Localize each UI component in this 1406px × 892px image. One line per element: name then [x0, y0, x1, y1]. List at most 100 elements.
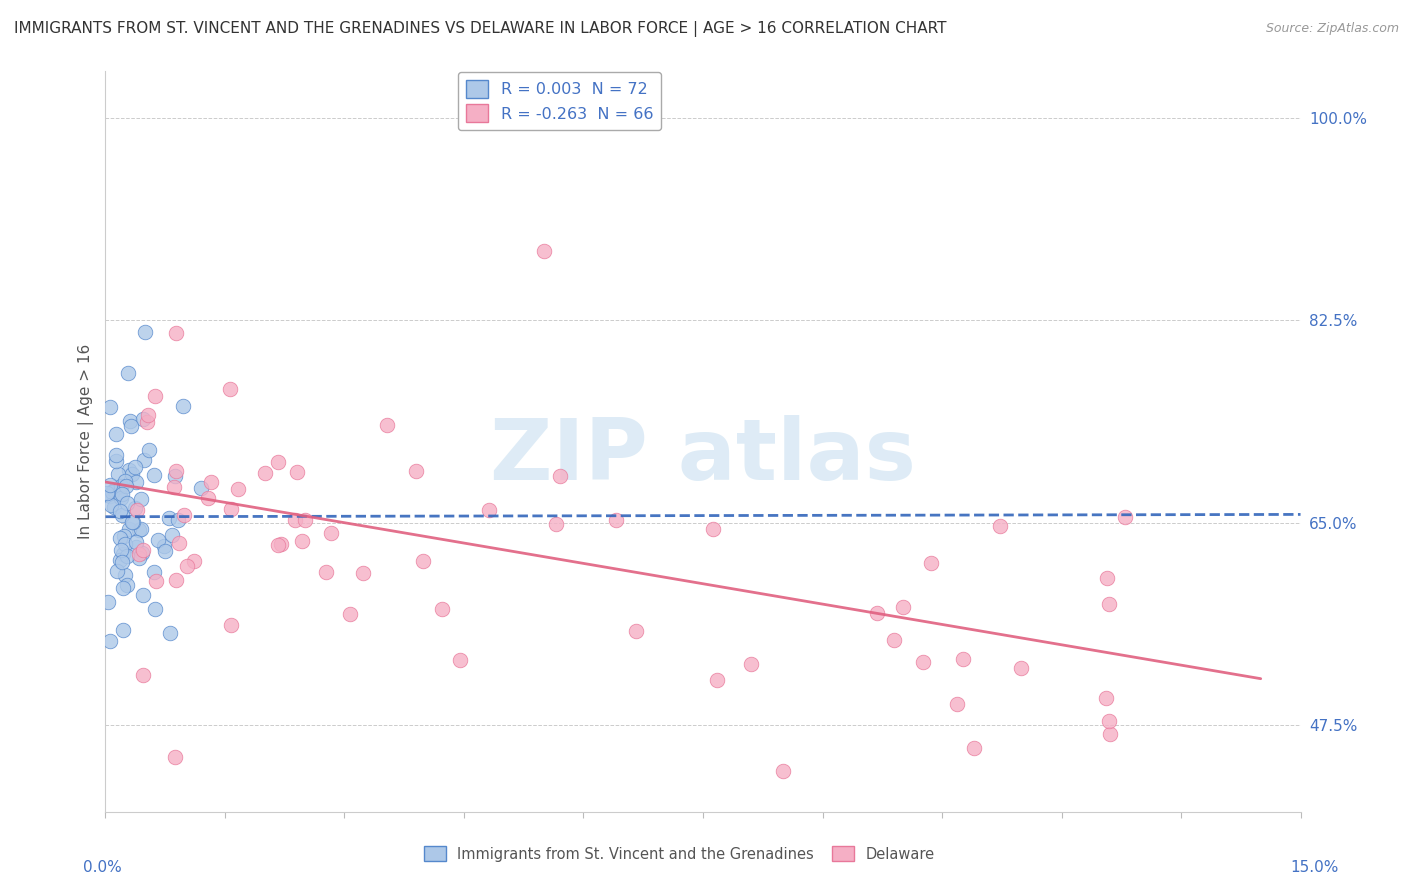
Point [153, 539, 176, 553]
Point [108, 532, 131, 546]
Point [122, 515, 145, 529]
Point [157, 510, 180, 524]
Point [128, 523, 150, 537]
Point [108, 486, 131, 500]
Y-axis label: In Labor Force | Age > 16: In Labor Force | Age > 16 [79, 344, 94, 539]
Point [105, 454, 128, 468]
Point [200, 475, 222, 489]
Point [114, 474, 136, 488]
Point [706, 673, 728, 688]
Point [98, 401, 121, 415]
Point [1010, 661, 1032, 675]
Point [173, 508, 195, 522]
Point [105, 564, 128, 578]
Point [339, 607, 361, 621]
Point [142, 468, 165, 483]
Point [352, 566, 374, 580]
Point [172, 399, 194, 413]
Point [117, 366, 139, 380]
Point [219, 502, 242, 516]
Point [118, 522, 141, 536]
Text: IMMIGRANTS FROM ST. VINCENT AND THE GRENADINES VS DELAWARE IN LABOR FORCE | AGE : IMMIGRANTS FROM ST. VINCENT AND THE GREN… [14, 21, 946, 37]
Point [267, 455, 290, 469]
Point [226, 482, 249, 496]
Point [136, 408, 159, 422]
Point [190, 481, 212, 495]
Point [132, 668, 155, 682]
Point [115, 478, 138, 492]
Point [1098, 597, 1121, 611]
Point [1094, 691, 1116, 706]
Text: 0.0%: 0.0% [83, 860, 122, 874]
Point [1095, 571, 1118, 585]
Point [920, 556, 942, 570]
Point [145, 574, 167, 588]
Point [121, 515, 143, 529]
Point [100, 484, 122, 499]
Point [319, 526, 342, 541]
Point [98, 478, 121, 492]
Point [103, 483, 125, 498]
Legend: Immigrants from St. Vincent and the Grenadines, Delaware: Immigrants from St. Vincent and the Gren… [418, 840, 941, 867]
Point [103, 500, 125, 514]
Point [118, 463, 141, 477]
Point [112, 623, 135, 637]
Point [112, 547, 135, 561]
Point [98, 634, 121, 648]
Point [176, 558, 198, 573]
Point [163, 480, 186, 494]
Point [134, 325, 156, 339]
Point [911, 656, 934, 670]
Text: 15.0%: 15.0% [1291, 860, 1339, 874]
Point [114, 537, 136, 551]
Point [988, 519, 1011, 533]
Point [132, 588, 155, 602]
Point [294, 513, 316, 527]
Point [125, 540, 148, 554]
Point [131, 491, 153, 506]
Point [110, 491, 132, 505]
Point [169, 536, 191, 550]
Point [270, 537, 292, 551]
Point [115, 578, 138, 592]
Point [104, 449, 127, 463]
Point [132, 453, 155, 467]
Point [100, 489, 122, 503]
Point [111, 555, 134, 569]
Point [108, 504, 131, 518]
Point [702, 522, 724, 536]
Point [143, 601, 166, 615]
Point [166, 513, 188, 527]
Point [136, 415, 159, 429]
Point [449, 653, 471, 667]
Point [159, 626, 181, 640]
Point [97, 595, 120, 609]
Point [165, 326, 187, 340]
Point [254, 467, 277, 481]
Point [430, 602, 453, 616]
Point [605, 513, 627, 527]
Point [740, 657, 762, 671]
Point [626, 624, 648, 638]
Point [131, 412, 153, 426]
Point [533, 244, 555, 258]
Point [375, 417, 398, 432]
Point [772, 764, 794, 779]
Point [1098, 727, 1121, 741]
Point [291, 533, 314, 548]
Point [160, 528, 183, 542]
Point [131, 546, 153, 560]
Point [112, 529, 135, 543]
Point [285, 465, 308, 479]
Point [124, 501, 146, 516]
Point [110, 542, 132, 557]
Point [315, 566, 337, 580]
Point [219, 382, 242, 396]
Point [284, 513, 307, 527]
Point [153, 543, 176, 558]
Point [132, 543, 155, 558]
Point [125, 534, 148, 549]
Point [100, 498, 122, 512]
Point [963, 740, 986, 755]
Point [405, 464, 427, 478]
